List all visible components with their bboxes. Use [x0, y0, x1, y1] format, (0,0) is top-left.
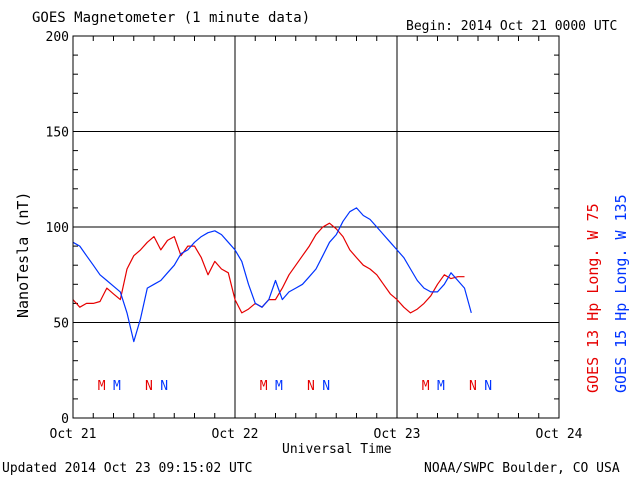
- grid-lines: [73, 36, 559, 418]
- axis-ticks: 0 50 100 150 200 Oct 21 Oct 22 Oct 23 Oct 24: [46, 30, 583, 442]
- y-axis-title: NanoTesla (nT): [14, 192, 32, 318]
- begin-label: Begin: 2014 Oct 21 0000 UTC: [406, 19, 617, 34]
- x-tick-label: Oct 22: [212, 427, 259, 442]
- event-marker-m: M: [437, 379, 445, 394]
- y-tick-label: 150: [46, 126, 69, 141]
- chart-title: GOES Magnetometer (1 minute data): [32, 10, 310, 26]
- event-marker-n: N: [469, 379, 477, 394]
- event-marker-n: N: [160, 379, 168, 394]
- y-tick-label: 50: [53, 317, 69, 332]
- event-marker-n: N: [145, 379, 153, 394]
- x-tick-label: Oct 24: [536, 427, 583, 442]
- y-tick-label: 0: [61, 412, 69, 427]
- series-lines: [72, 207, 472, 343]
- x-axis-title: Universal Time: [282, 442, 392, 457]
- legend-goes15: GOES 15 Hp Long. W 135: [612, 194, 630, 393]
- x-tick-label: Oct 23: [374, 427, 421, 442]
- event-marker-m: M: [260, 379, 268, 394]
- event-marker-m: M: [275, 379, 283, 394]
- event-marker-m: M: [98, 379, 106, 394]
- series-line-goes15: [72, 207, 472, 343]
- legend-goes13: GOES 13 Hp Long. W 75: [584, 203, 602, 393]
- updated-label: Updated 2014 Oct 23 09:15:02 UTC: [2, 461, 252, 476]
- plot-frame: [72, 35, 560, 419]
- event-marker-n: N: [322, 379, 330, 394]
- x-tick-label: Oct 21: [50, 427, 97, 442]
- event-marker-m: M: [422, 379, 430, 394]
- credit-label: NOAA/SWPC Boulder, CO USA: [424, 461, 620, 476]
- event-marker-n: N: [484, 379, 492, 394]
- y-tick-label: 100: [46, 221, 69, 236]
- event-marker-n: N: [307, 379, 315, 394]
- event-marker-m: M: [113, 379, 121, 394]
- y-tick-label: 200: [46, 30, 69, 45]
